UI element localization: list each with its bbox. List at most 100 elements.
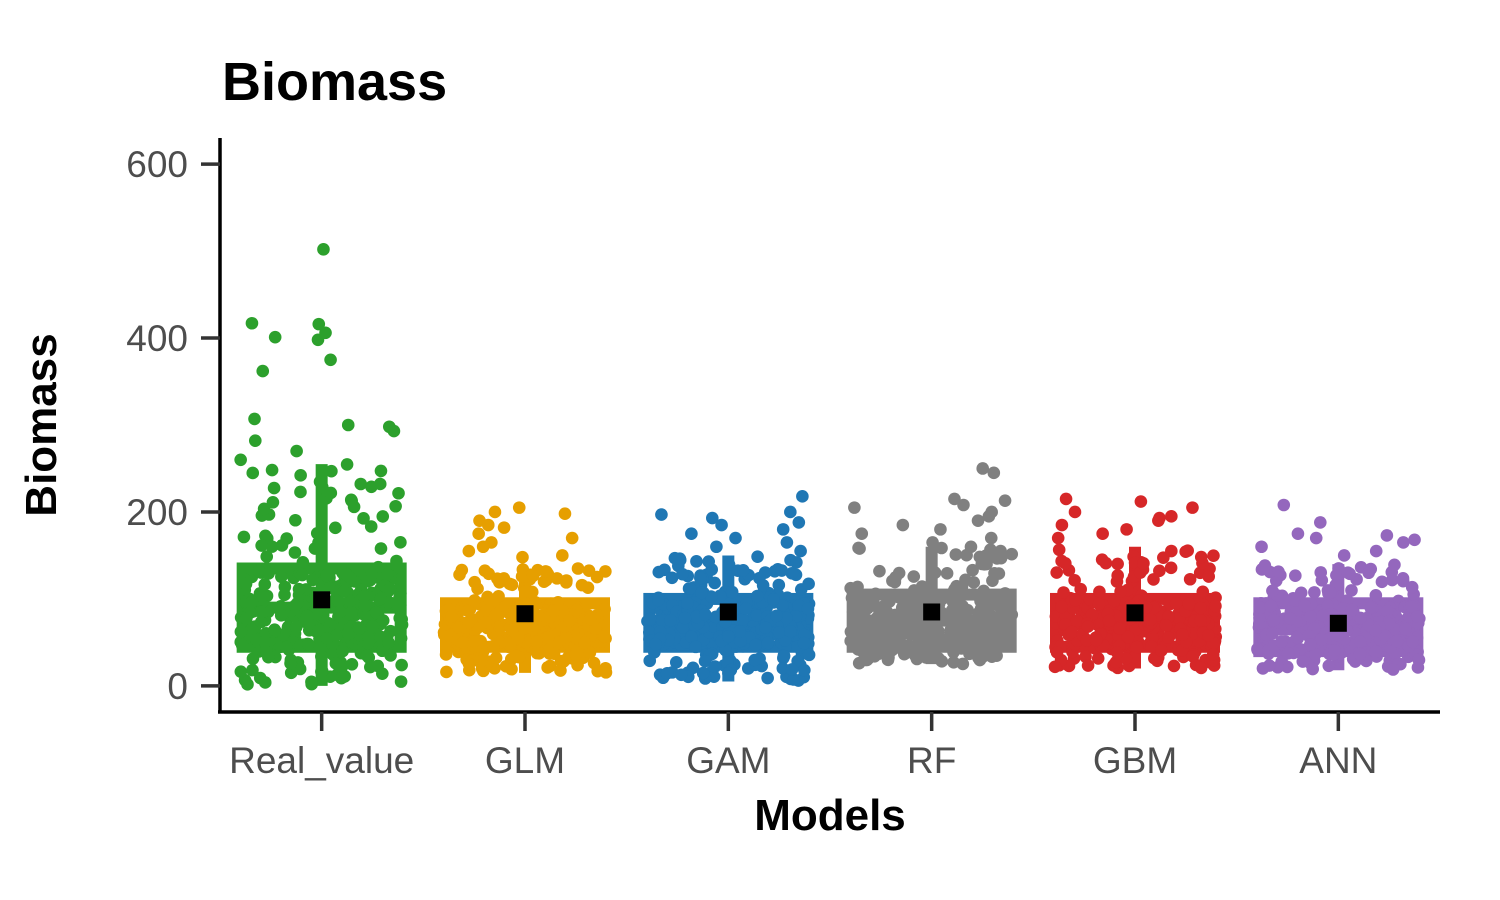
data-point xyxy=(1411,661,1425,674)
data-point xyxy=(390,598,404,612)
outlier-point xyxy=(1186,501,1199,514)
data-point xyxy=(258,578,272,591)
data-point xyxy=(246,652,260,665)
data-point xyxy=(364,573,377,587)
data-point xyxy=(660,667,674,680)
outlier-point xyxy=(976,462,990,475)
data-point xyxy=(1091,652,1105,665)
outlier-point xyxy=(784,505,797,519)
data-point xyxy=(246,466,260,480)
data-point xyxy=(1202,629,1215,642)
data-point xyxy=(1186,650,1200,663)
data-point xyxy=(1314,566,1328,579)
data-point xyxy=(802,577,815,591)
data-point xyxy=(785,663,799,676)
data-point xyxy=(722,558,736,571)
data-point xyxy=(456,636,470,649)
data-point xyxy=(849,596,862,610)
data-point xyxy=(856,607,870,621)
data-point xyxy=(973,592,987,605)
data-point xyxy=(357,589,371,603)
data-point xyxy=(1114,585,1127,598)
outlier-point xyxy=(1337,549,1351,562)
outlier-point xyxy=(1291,527,1305,541)
data-point xyxy=(973,613,987,627)
data-point xyxy=(1176,628,1189,641)
data-point xyxy=(973,550,987,564)
data-point xyxy=(1280,660,1294,674)
data-point xyxy=(775,564,789,577)
data-point xyxy=(541,661,554,674)
data-point xyxy=(1263,659,1276,672)
data-point xyxy=(853,542,866,555)
data-point xyxy=(993,635,1007,649)
data-point xyxy=(308,542,322,555)
data-point xyxy=(756,579,770,592)
data-point xyxy=(310,526,324,540)
data-point xyxy=(739,602,753,615)
data-point xyxy=(288,546,302,559)
data-point xyxy=(530,646,544,660)
data-point xyxy=(344,571,357,585)
data-point xyxy=(389,499,402,513)
data-point xyxy=(1050,566,1063,579)
data-point xyxy=(313,475,327,489)
data-point xyxy=(689,640,702,654)
data-point xyxy=(1405,600,1419,613)
data-point xyxy=(1264,599,1278,613)
data-point xyxy=(1081,659,1095,672)
data-point xyxy=(508,649,522,662)
data-point xyxy=(776,662,790,675)
data-point xyxy=(784,625,797,638)
data-point xyxy=(294,485,307,499)
data-point xyxy=(704,590,718,603)
data-point xyxy=(947,655,960,669)
data-point xyxy=(246,663,259,677)
data-point xyxy=(940,567,954,580)
mean-marker xyxy=(719,603,737,621)
data-point xyxy=(790,556,803,569)
series-group-rf xyxy=(844,462,1019,671)
data-point xyxy=(1296,655,1310,668)
outlier-point xyxy=(998,494,1012,507)
data-point xyxy=(257,502,271,516)
data-point xyxy=(376,510,390,523)
data-point xyxy=(505,623,519,637)
data-point xyxy=(801,602,815,616)
data-point xyxy=(676,621,690,634)
data-point xyxy=(1353,647,1367,661)
series-group-glm xyxy=(437,501,613,679)
data-point xyxy=(329,521,342,535)
x-tick-label: GBM xyxy=(1093,740,1177,781)
mean-marker xyxy=(923,603,941,621)
data-point xyxy=(683,582,697,595)
data-point xyxy=(1284,612,1297,625)
data-point xyxy=(912,604,925,618)
x-tick-label: ANN xyxy=(1299,740,1377,781)
data-point xyxy=(315,650,328,663)
data-point xyxy=(1303,638,1317,651)
data-point xyxy=(571,562,585,575)
outlier-point xyxy=(934,523,947,536)
data-point xyxy=(698,654,712,668)
data-point xyxy=(749,638,762,652)
data-point xyxy=(685,630,698,644)
data-point xyxy=(477,664,490,678)
outlier-point xyxy=(957,498,970,512)
data-point xyxy=(445,610,458,624)
data-point xyxy=(239,577,253,591)
data-point xyxy=(1343,567,1356,581)
data-point xyxy=(1165,544,1178,558)
data-point xyxy=(1121,630,1135,644)
x-tick-label: RF xyxy=(907,740,956,781)
outlier-point xyxy=(984,531,998,545)
data-point xyxy=(323,581,337,595)
data-point xyxy=(1080,634,1094,647)
data-point xyxy=(300,609,314,623)
mean-marker xyxy=(516,605,534,623)
y-axis-title: Biomass xyxy=(17,333,66,516)
data-point xyxy=(301,637,315,651)
data-point xyxy=(505,578,519,592)
data-point xyxy=(736,613,749,626)
data-point xyxy=(364,660,377,674)
